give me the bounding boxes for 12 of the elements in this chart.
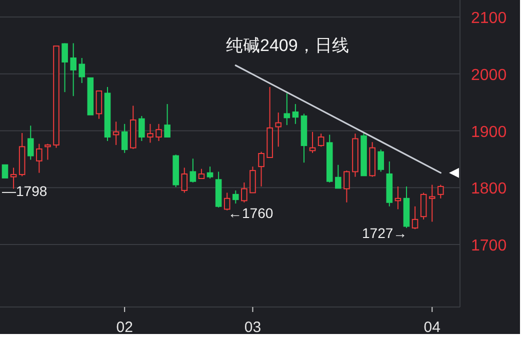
annotation: 1727→ — [362, 225, 408, 241]
y-tick-label: 1900 — [471, 124, 507, 141]
annotation: —1798 — [2, 183, 48, 199]
text: 纯碱2409，日线 — [226, 36, 349, 55]
x-tick-label: 04 — [424, 319, 440, 336]
x-tick-label: 02 — [116, 319, 133, 336]
y-tick-label: 2000 — [471, 66, 507, 84]
y-tick-label: 2100 — [471, 10, 507, 28]
annotation: ←1760 — [228, 205, 274, 221]
y-tick-label: 1700 — [471, 237, 507, 254]
y-tick-label: 1800 — [471, 180, 507, 198]
x-tick-label: 03 — [244, 319, 262, 336]
